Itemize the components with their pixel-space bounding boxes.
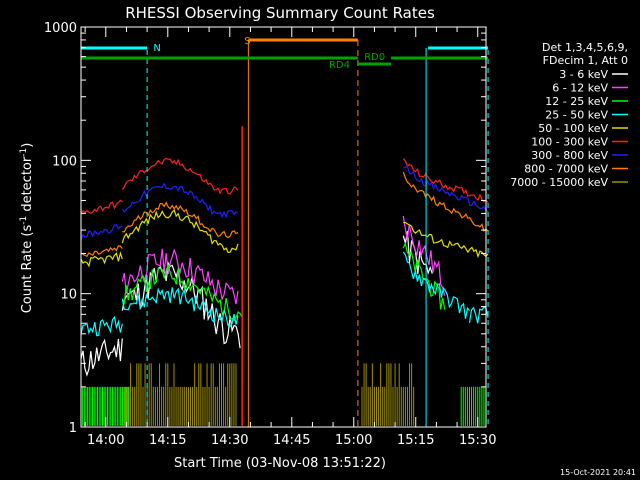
legend-label-4: 25 - 50 keV: [545, 109, 608, 122]
series-5: [80, 208, 489, 268]
y-axis-title-part3: ): [20, 143, 35, 148]
series-2-segment-main: [121, 248, 239, 305]
x-tick-label: 14:00: [87, 433, 124, 448]
series-2: [121, 215, 446, 305]
x-axis-title: Start Time (03-Nov-08 13:51:22): [174, 456, 386, 471]
legend-label-3: 12 - 25 keV: [545, 95, 608, 108]
legend-header-line2: FDecim 1, Att 0: [543, 54, 628, 67]
series-8: [80, 171, 489, 257]
series-6-segment-main: [121, 157, 239, 195]
legend-label-2: 6 - 12 keV: [552, 82, 608, 95]
x-tick-label: 15:15: [397, 433, 434, 448]
series-5-segment-pre: [80, 251, 123, 268]
series-5-segment-main: [121, 208, 239, 254]
series-1-segment-main: [121, 261, 241, 349]
series-7-segment-main: [121, 182, 239, 219]
flag-label-s: S: [244, 36, 250, 47]
series-8-segment-pre: [80, 245, 123, 257]
legend-label-1: 3 - 6 keV: [559, 68, 608, 81]
series-1-segment-pre: [80, 338, 123, 377]
series-4-segment-tail: [468, 306, 489, 324]
series-6-segment-pre: [80, 199, 123, 215]
flag-label-n: N: [153, 43, 160, 54]
series-6: [80, 157, 489, 215]
x-tick-label: 14:45: [273, 433, 310, 448]
x-tick-label: 15:30: [459, 433, 496, 448]
series-8-segment-late: [402, 171, 489, 232]
series-8-segment-main: [122, 201, 239, 239]
series-6-segment-late: [402, 158, 489, 204]
series-1-segment-late: [402, 230, 433, 276]
series-4-segment-late: [402, 251, 470, 319]
plot-area: N S RD0 RD4 1 10 100 1000 14:00 14:15 14:30 14:45 15…: [44, 21, 497, 448]
flag-label-rd4: RD4: [329, 60, 350, 71]
legend-label-7: 300 - 800 keV: [531, 149, 608, 162]
y-axis-title-part1: Count Rate (s: [20, 225, 35, 314]
x-tick-label: 14:30: [211, 433, 248, 448]
legend-label-5: 50 - 100 keV: [538, 122, 608, 135]
legend-label-6: 100 - 300 keV: [531, 136, 608, 149]
x-tick-label: 15:00: [335, 433, 372, 448]
y-tick-label: 1000: [44, 21, 77, 36]
y-tick-label: 1: [69, 421, 77, 436]
y-tick-label: 10: [60, 288, 77, 303]
flag-label-rd0: RD0: [364, 52, 385, 63]
legend-header-line1: Det 1,3,4,5,6,9,: [542, 41, 628, 54]
series-7-segment-late: [403, 164, 489, 213]
legend-label-8: 800 - 7000 keV: [524, 163, 608, 176]
series-7-segment-pre: [80, 224, 123, 240]
series-2-segment-late: [402, 215, 446, 296]
y-axis-title-part2: detector: [20, 156, 35, 216]
y-tick-label: 100: [52, 154, 77, 169]
series-4-segment-main: [121, 287, 239, 328]
y-axis-title-sup2: -1: [19, 148, 29, 157]
chart-title: RHESSI Observing Summary Count Rates: [125, 4, 435, 22]
y-axis-title: Count Rate (s-1 detector-1): [19, 143, 35, 314]
series-7: [80, 164, 489, 240]
series-4-segment-pre: [80, 315, 123, 337]
series-5-segment-late: [403, 221, 489, 259]
x-tick-label: 14:15: [149, 433, 186, 448]
legend-label-9: 7000 - 15000 keV: [510, 176, 608, 189]
series-4: [80, 251, 489, 337]
series-3-segment-main: [121, 263, 243, 322]
plot-frame: [80, 26, 487, 428]
y-axis-title-sup1: -1: [19, 216, 29, 225]
timestamp: 15-Oct-2021 20:41: [560, 468, 636, 477]
series-1: [80, 230, 433, 377]
